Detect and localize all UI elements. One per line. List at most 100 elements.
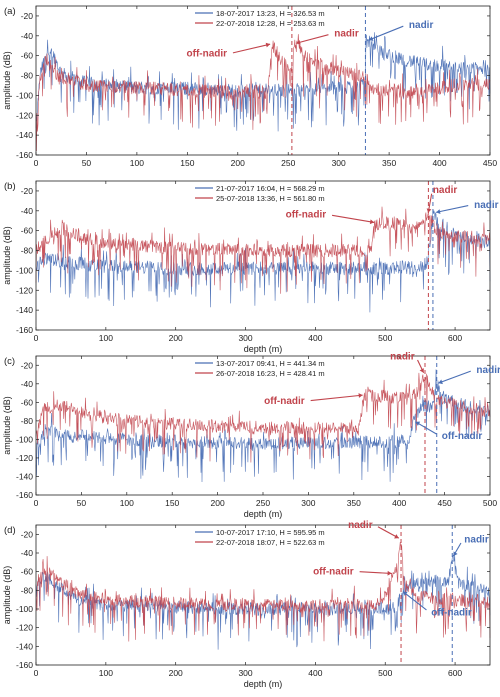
- y-tick-label: -140: [16, 641, 33, 651]
- y-tick-label: -120: [16, 453, 33, 463]
- x-tick-label: 300: [301, 498, 315, 508]
- annotation-label: off-nadir: [286, 210, 327, 221]
- x-tick-label: 450: [438, 498, 452, 508]
- x-tick-label: 0: [34, 498, 39, 508]
- legend-entry: 22-07-2018 18:07, H = 522.63 m: [216, 538, 325, 547]
- x-tick-label: 400: [392, 498, 406, 508]
- annotation: nadir: [438, 365, 500, 385]
- x-tick-label: 450: [483, 158, 497, 168]
- y-tick-label: -160: [16, 490, 33, 500]
- y-tick-label: -20: [21, 186, 34, 196]
- y-tick-label: -80: [21, 246, 34, 256]
- annotation-arrowhead: [358, 393, 363, 398]
- panel-label: (b): [4, 181, 16, 192]
- x-tick-label: 100: [99, 668, 113, 678]
- x-tick-label: 350: [382, 158, 396, 168]
- annotation-arrow: [415, 421, 437, 435]
- annotation: off-nadir: [415, 421, 482, 442]
- x-axis-label: depth (m): [244, 344, 283, 354]
- legend-entry: 25-07-2018 13:36, H = 561.80 m: [216, 194, 325, 203]
- annotation-arrowhead: [426, 208, 432, 213]
- axes-box: [35, 5, 491, 156]
- annotation-arrow: [296, 34, 329, 44]
- y-axis-label: amplitude (dB): [2, 226, 12, 285]
- y-tick-label: -100: [16, 434, 33, 444]
- legend-entry: 18-07-2017 13:23, H = 326.53 m: [216, 9, 325, 18]
- x-tick-label: 200: [169, 668, 183, 678]
- annotation-label: nadir: [464, 535, 489, 546]
- y-tick-label: -60: [21, 397, 34, 407]
- annotation-arrowhead: [402, 591, 408, 596]
- legend-entry: 26-07-2018 16:23, H = 428.41 m: [216, 369, 325, 378]
- annotation-label: nadir: [348, 520, 373, 531]
- y-tick-label: -20: [21, 360, 34, 370]
- annotation: nadir: [426, 185, 458, 213]
- annotation: nadir: [348, 520, 400, 539]
- y-tick-label: -80: [21, 416, 34, 426]
- y-tick-label: -60: [21, 226, 34, 236]
- y-tick-label: -120: [16, 285, 33, 295]
- annotation-arrow: [331, 214, 375, 223]
- x-tick-label: 400: [308, 668, 322, 678]
- x-tick-label: 200: [169, 333, 183, 343]
- panel-label: (c): [4, 356, 15, 367]
- legend-entry: 13-07-2017 09:41, H = 441.34 m: [216, 359, 325, 368]
- annotation-label: off-nadir: [313, 567, 354, 578]
- annotation: off-nadir: [313, 567, 392, 578]
- x-tick-label: 300: [238, 333, 252, 343]
- x-tick-label: 300: [332, 158, 346, 168]
- y-axis-label: amplitude (dB): [2, 396, 12, 455]
- annotation-arrow: [402, 591, 427, 611]
- y-tick-label: -80: [21, 71, 34, 81]
- y-tick-label: -140: [16, 305, 33, 315]
- x-tick-label: 200: [211, 498, 225, 508]
- chart-panel: 0 50 100 150 200 250 300 350 400 450 -160 -140 -120 -…: [2, 5, 497, 168]
- legend: 21-07-2017 16:04, H = 568.29 m25-07-2018…: [195, 184, 325, 203]
- legend-entry: 10-07-2017 17:10, H = 595.95 m: [216, 528, 325, 537]
- y-tick-label: -100: [16, 90, 33, 100]
- annotation: off-nadir: [264, 393, 363, 407]
- annotation-label: nadir: [334, 29, 359, 40]
- x-tick-label: 150: [180, 158, 194, 168]
- x-axis-label: depth (m): [244, 679, 283, 689]
- y-tick-label: -120: [16, 623, 33, 633]
- annotation-arrowhead: [369, 219, 375, 225]
- annotation: nadir: [368, 20, 434, 41]
- x-tick-label: 50: [82, 158, 92, 168]
- annotation: off-nadir: [402, 591, 472, 618]
- annotation-arrowhead: [438, 379, 443, 385]
- y-tick-label: -140: [16, 471, 33, 481]
- legend: 18-07-2017 13:23, H = 326.53 m22-07-2018…: [195, 9, 325, 28]
- annotation-label: off-nadir: [431, 607, 472, 618]
- x-tick-label: 600: [448, 333, 462, 343]
- annotation: off-nadir: [187, 42, 271, 60]
- annotation-arrow: [438, 370, 471, 384]
- annotation-arrowhead: [265, 42, 271, 48]
- legend-entry: 22-07-2018 12:28, H = 253.63 m: [216, 19, 325, 28]
- annotation-arrow: [310, 394, 363, 402]
- y-axis-label: amplitude (dB): [2, 566, 12, 625]
- axes-box: [35, 180, 491, 331]
- x-tick-label: 0: [34, 668, 39, 678]
- y-tick-label: -60: [21, 51, 34, 61]
- legend: 10-07-2017 17:10, H = 595.95 m22-07-2018…: [195, 528, 325, 547]
- annotation-label: nadir: [409, 20, 434, 31]
- x-tick-label: 200: [231, 158, 245, 168]
- annotation-label: nadir: [433, 185, 458, 196]
- x-tick-label: 500: [378, 668, 392, 678]
- series-line: [35, 206, 491, 294]
- annotation-arrowhead: [415, 421, 421, 426]
- series-line: [35, 372, 491, 463]
- legend-entry: 21-07-2017 16:04, H = 568.29 m: [216, 184, 325, 193]
- annotation-arrow: [359, 571, 392, 574]
- x-tick-label: 300: [238, 668, 252, 678]
- annotation-label: off-nadir: [187, 49, 228, 60]
- x-axis-label: depth (m): [244, 509, 283, 519]
- x-tick-label: 500: [378, 333, 392, 343]
- x-tick-label: 600: [448, 668, 462, 678]
- annotation-arrowhead: [453, 551, 458, 557]
- x-tick-label: 50: [77, 498, 87, 508]
- y-tick-label: -40: [21, 206, 34, 216]
- y-tick-label: -160: [16, 325, 33, 335]
- x-tick-label: 150: [165, 498, 179, 508]
